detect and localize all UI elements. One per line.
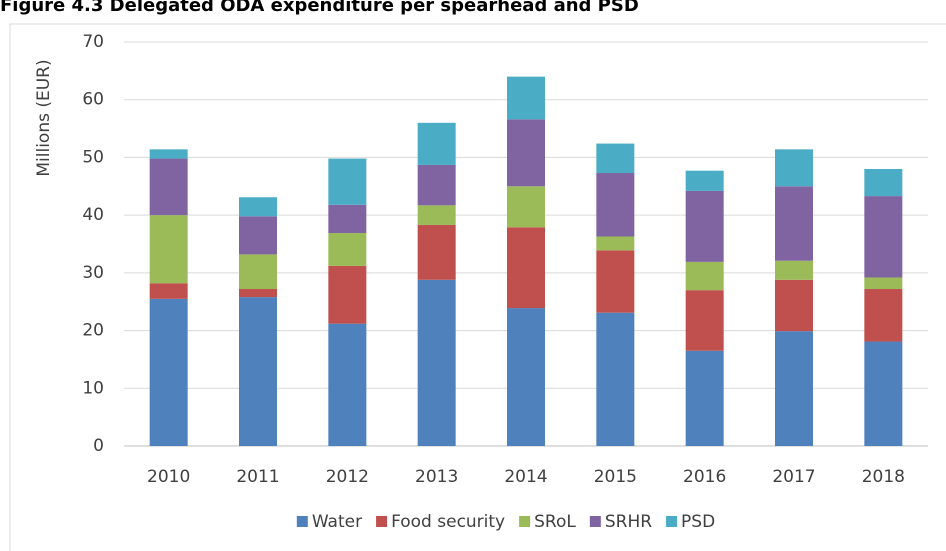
bar-segment — [864, 168, 903, 197]
x-tick-label: 2011 — [236, 467, 279, 487]
bar-segment — [239, 297, 277, 446]
bar-segment — [775, 149, 813, 187]
legend-label: PSD — [681, 512, 715, 532]
bar-segment — [685, 190, 724, 262]
bar-segment — [239, 216, 277, 255]
bar-segment — [685, 290, 724, 351]
bar-segment — [685, 350, 724, 446]
bar-segment — [685, 170, 724, 191]
legend-label: SRHR — [605, 512, 652, 532]
bar-segment — [775, 260, 813, 280]
bar-segment — [596, 250, 635, 313]
y-tick-label: 60 — [82, 90, 104, 110]
bar-segment — [417, 205, 456, 225]
bar-segment — [239, 289, 277, 298]
bar-segment — [864, 196, 903, 278]
y-tick-label: 50 — [82, 147, 104, 167]
bar-segment — [507, 227, 545, 309]
bar-segment — [596, 236, 635, 251]
bar-segment — [507, 119, 545, 187]
bar-segment — [775, 331, 813, 446]
bar-segment — [328, 265, 367, 324]
bar-segment — [596, 312, 635, 446]
bar-segment — [149, 158, 188, 216]
bar-segment — [685, 261, 724, 291]
bar-segment — [864, 277, 903, 290]
bar-segment — [596, 143, 635, 174]
x-tick-label: 2013 — [415, 467, 458, 487]
y-tick-label: 20 — [82, 321, 104, 341]
bar-segment — [328, 158, 367, 205]
x-tick-label: 2018 — [862, 467, 905, 487]
bar-segment — [417, 122, 456, 165]
x-tick-label: 2010 — [147, 467, 190, 487]
bar-segment — [149, 283, 188, 299]
x-tick-label: 2012 — [326, 467, 369, 487]
legend-swatch — [666, 516, 678, 527]
bar-segment — [775, 186, 813, 261]
y-tick-label: 70 — [82, 32, 104, 52]
bar-segment — [417, 164, 456, 206]
bar-segment — [149, 215, 188, 284]
y-tick-label: 10 — [82, 378, 104, 398]
bar-segment — [596, 173, 635, 237]
bar-segment — [239, 197, 277, 217]
bar-segment — [417, 279, 456, 446]
y-tick-label: 40 — [82, 205, 104, 225]
chart-frame — [9, 23, 946, 551]
bar-segment — [239, 254, 277, 290]
bar-segment — [149, 298, 188, 446]
legend-swatch — [376, 516, 388, 527]
legend-label: SRoL — [534, 512, 576, 532]
bar-segment — [864, 289, 903, 342]
legend-swatch — [296, 516, 308, 527]
chart-title: Figure 4.3 Delegated ODA expenditure per… — [0, 0, 639, 16]
bar-segment — [417, 224, 456, 280]
bar-segment — [507, 76, 545, 120]
x-tick-label: 2016 — [683, 467, 726, 487]
x-tick-label: 2017 — [772, 467, 815, 487]
bar-segment — [507, 308, 545, 446]
bar-segment — [507, 186, 545, 228]
legend-label: Food security — [391, 512, 505, 532]
bar-segment — [328, 204, 367, 234]
y-axis-label: Millions (EUR) — [34, 59, 54, 176]
y-tick-label: 0 — [93, 436, 104, 456]
y-tick-label: 30 — [82, 263, 104, 283]
legend-label: Water — [312, 512, 362, 532]
bar-segment — [775, 279, 813, 332]
x-tick-label: 2015 — [594, 467, 637, 487]
legend-swatch — [589, 516, 601, 527]
x-tick-label: 2014 — [504, 467, 547, 487]
bar-segment — [149, 149, 188, 159]
bar-segment — [864, 341, 903, 446]
bar-segment — [328, 323, 367, 446]
bar-segment — [328, 233, 367, 266]
legend-swatch — [519, 516, 531, 527]
